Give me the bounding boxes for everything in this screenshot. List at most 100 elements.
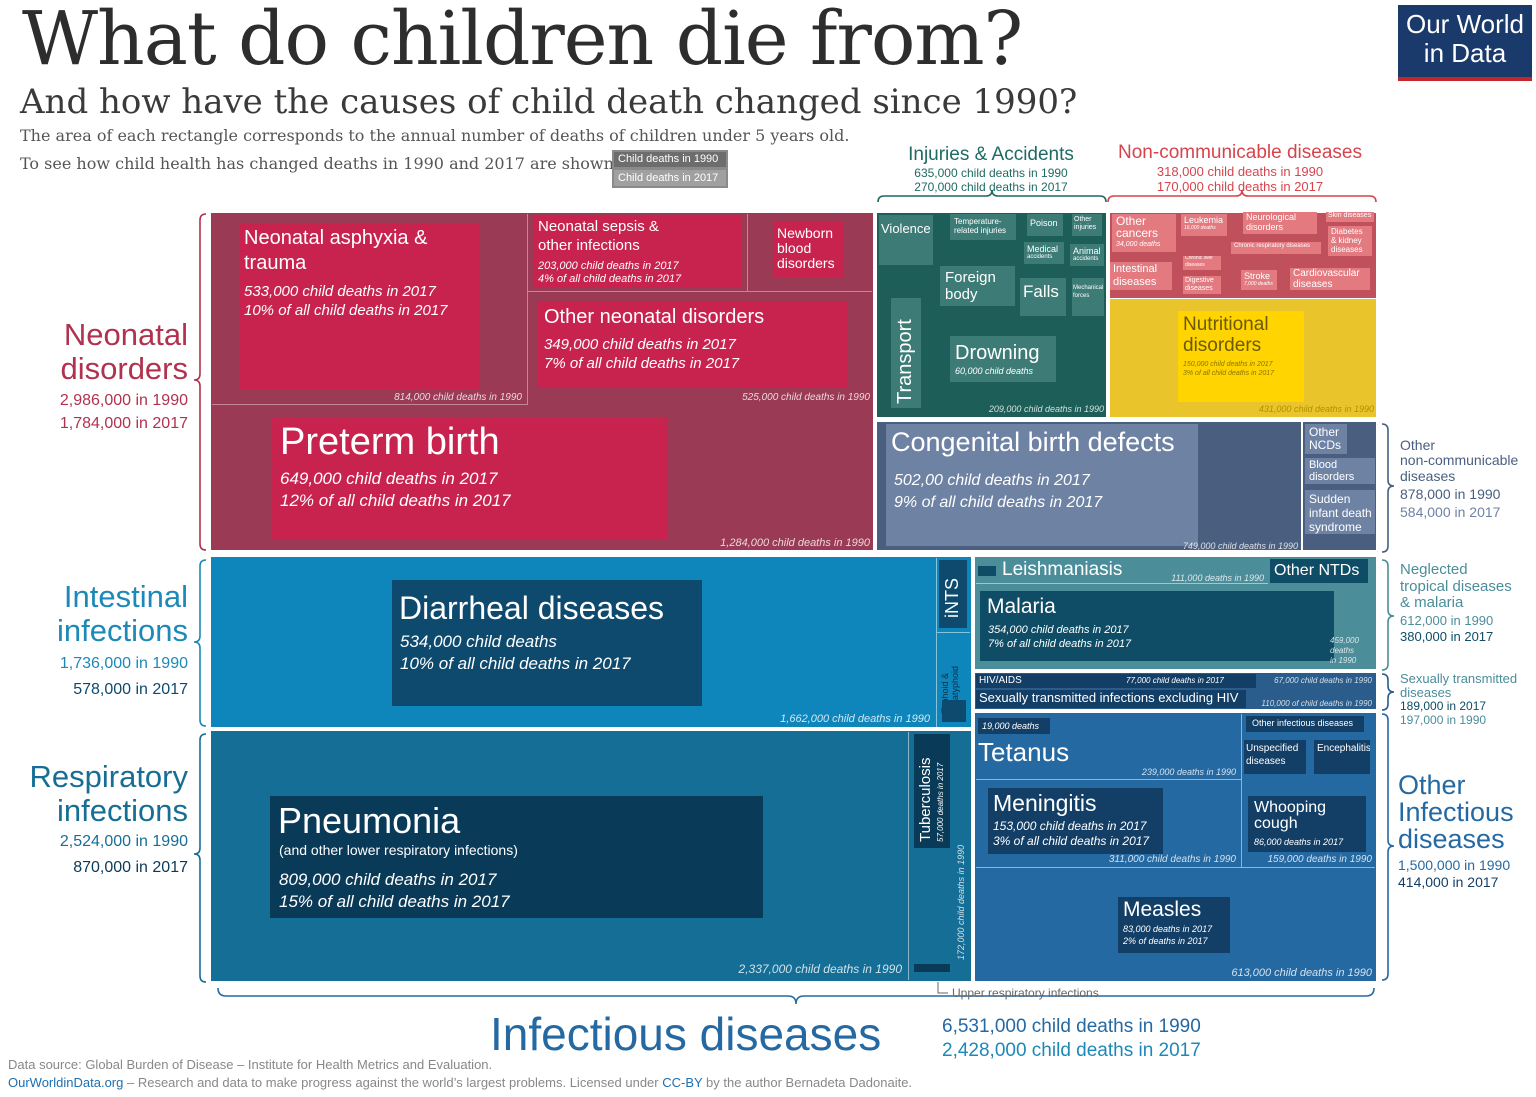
other-ncd-2017: 584,000 in 2017 — [1400, 503, 1501, 520]
legend-2017: Child deaths in 2017 — [614, 170, 726, 186]
intestinal-name-1: Intestinal — [63, 579, 188, 614]
ntd-2017: 380,000 in 2017 — [1400, 628, 1494, 644]
logo-line-1: Our World — [1406, 9, 1524, 39]
pneumonia-sublabel: (and other lower respiratory infections) — [279, 842, 518, 858]
sti-label: Sexually transmitted infections excludin… — [979, 690, 1239, 705]
pneumonia-label: Pneumonia — [278, 800, 461, 841]
liver-label-2: diseases — [1185, 262, 1205, 268]
upper-resp-label: Upper respiratory infections — [952, 986, 1099, 1000]
congenital-deaths: 502,00 child deaths in 2017 — [894, 472, 1090, 489]
chronic-resp-label: Chronic respiratory diseases — [1234, 243, 1311, 249]
liver-cell: Chronic liver diseases — [1183, 256, 1221, 270]
data-source: Data source: Global Burden of Disease – … — [8, 1057, 493, 1072]
tb-1990 — [908, 732, 970, 980]
injuries-group-label: Injuries & Accidents 635,000 child death… — [876, 144, 1106, 194]
tb-1990-label: 172,000 child deaths in 1990 — [956, 844, 966, 960]
chronic-resp-cell: Chronic respiratory diseases — [1231, 242, 1321, 254]
whooping-label-1: Whooping — [1254, 799, 1327, 816]
malaria-1990-label-1: 459,000 — [1330, 636, 1359, 645]
sti-1990-label: 110,000 of child deaths in 1990 — [1261, 699, 1372, 708]
medical-label-1: Medical — [1027, 244, 1059, 254]
owid-link[interactable]: OurWorldinData.org — [8, 1075, 124, 1090]
page-title: What do children die from? — [22, 0, 1023, 82]
nutrition-2017: Nutritional disorders 150,000 child deat… — [1178, 311, 1304, 402]
meningitis-1990 — [976, 780, 1242, 868]
neonatal-name-1: Neonatal — [63, 317, 188, 352]
other-inf-1990: 1,500,000 in 1990 — [1398, 857, 1511, 873]
other-inf-group-label: Other Infectious diseases 1,500,000 in 1… — [1398, 772, 1514, 891]
respiratory-1990: 2,524,000 in 1990 — [59, 833, 188, 850]
whooping-2017: Whooping cough 86,000 deaths in 2017 — [1248, 796, 1366, 852]
drowning-label: Drowning — [955, 342, 1040, 364]
sepsis-deaths: 203,000 child deaths in 2017 — [538, 260, 679, 272]
license-link[interactable]: CC-BY — [662, 1075, 703, 1090]
falls-cell: Falls — [1020, 278, 1066, 316]
other-ncd-1990: 878,000 in 1990 — [1400, 486, 1501, 503]
congenital-2017: Congenital birth defects 502,00 child de… — [886, 424, 1198, 546]
sepsis-label-2: other infections — [538, 237, 640, 254]
diabetes-label-3: diseases — [1331, 245, 1363, 254]
other-inf-name-2: Infectious — [1398, 797, 1514, 827]
whooping-1990 — [1242, 780, 1375, 868]
digestive-cell: Digestive diseases — [1183, 276, 1221, 294]
skin-cell: Skin diseases — [1326, 212, 1374, 222]
sti-1990: 197,000 in 1990 — [1400, 712, 1487, 727]
other-ncd-name-2: non-communicable — [1400, 452, 1519, 469]
leishmaniasis-2017 — [978, 566, 996, 576]
other-cancers-label-1: Other — [1116, 214, 1147, 228]
violence-label: Violence — [881, 221, 931, 236]
other-cancers-cell: Other cancers 34,000 deaths — [1112, 214, 1176, 252]
respiratory-totals: 2,524,000 in 1990 870,000 in 2017 — [20, 830, 188, 879]
medical-cell: Medical accidents — [1024, 242, 1064, 264]
asphyxia-1990 — [212, 214, 528, 405]
respiratory-group-label: Respiratory infections — [20, 759, 189, 829]
measles-deaths: 83,000 deaths in 2017 — [1123, 924, 1213, 934]
congenital-1990-label: 749,000 child deaths in 1990 — [1182, 541, 1298, 551]
diarrheal-share: 10% of all child deaths in 2017 — [400, 654, 631, 673]
logo-line-2: in Data — [1423, 38, 1507, 68]
other-ncds-label-1: Other — [1309, 425, 1340, 439]
skin-label: Skin diseases — [1328, 212, 1372, 219]
diarrheal-deaths: 534,000 child deaths — [400, 632, 557, 651]
respiratory-name-2: infections — [57, 793, 188, 829]
footer-author: by the author Bernadeta Dadonaite. — [702, 1075, 913, 1090]
page-subtitle: And how have the causes of child death c… — [20, 82, 1078, 122]
sids-label-1: Sudden — [1309, 492, 1351, 506]
asphyxia-deaths: 533,000 child deaths in 2017 — [244, 283, 436, 300]
unspecified-label-1: Unspecified — [1246, 743, 1299, 754]
neonatal-group-label: Neonatal disorders — [20, 317, 189, 387]
other-ncd-group-label: Other non-communicable diseases 878,000 … — [1400, 437, 1519, 520]
tetanus-label: Tetanus — [978, 737, 1070, 767]
intestinal-name-2: infections — [57, 613, 188, 649]
other-cancers-label-2: cancers — [1116, 226, 1159, 240]
infectious-name: Infectious diseases — [490, 1008, 882, 1060]
ntd-name-3: & malaria — [1400, 594, 1464, 611]
neuro-label-1: Neurological — [1246, 212, 1297, 222]
cardio-label-2: diseases — [1293, 279, 1333, 290]
unspecified-label-2: diseases — [1246, 756, 1286, 767]
neonatal-name-2: disorders — [60, 351, 189, 387]
leishmaniasis-1990-label: 111,000 deaths in 1990 — [1171, 573, 1264, 583]
ncd-1990: 318,000 child deaths in 1990 — [1156, 164, 1324, 179]
medical-label-2: accidents — [1027, 254, 1053, 260]
measles-1990-label: 613,000 child deaths in 1990 — [1231, 967, 1372, 979]
diabetes-label-2: & kidney — [1331, 236, 1362, 245]
meningitis-deaths: 153,000 child deaths in 2017 — [993, 819, 1147, 833]
ints-typhoid-col — [936, 558, 970, 728]
mechanical-label-2: forces — [1073, 293, 1090, 299]
preterm-1990-label: 1,284,000 child deaths in 1990 — [720, 537, 870, 549]
hiv-1990-label: 67,000 child deaths in 1990 — [1274, 676, 1372, 685]
other-inf-dis-cell: Other infectious diseases — [1246, 716, 1364, 732]
other-ncds-cell: Other NCDs — [1305, 424, 1347, 454]
hiv-label: HIV/AIDS — [979, 675, 1022, 686]
leishmaniasis-1990 — [976, 558, 1268, 584]
newborn-label-2: blood — [777, 240, 812, 256]
tetanus-1990: Tetanus — [976, 714, 1242, 780]
pneumonia-share: 15% of all child deaths in 2017 — [279, 892, 510, 911]
other-inf-2017: 414,000 in 2017 — [1398, 873, 1499, 890]
sti-2017: Sexually transmitted infections excludin… — [976, 690, 1246, 708]
other-neonatal-1990-label: 525,000 child deaths in 1990 — [742, 392, 870, 403]
diarrheal-label: Diarrheal diseases — [399, 590, 665, 626]
sti-name-1: Sexually transmitted — [1400, 671, 1518, 686]
